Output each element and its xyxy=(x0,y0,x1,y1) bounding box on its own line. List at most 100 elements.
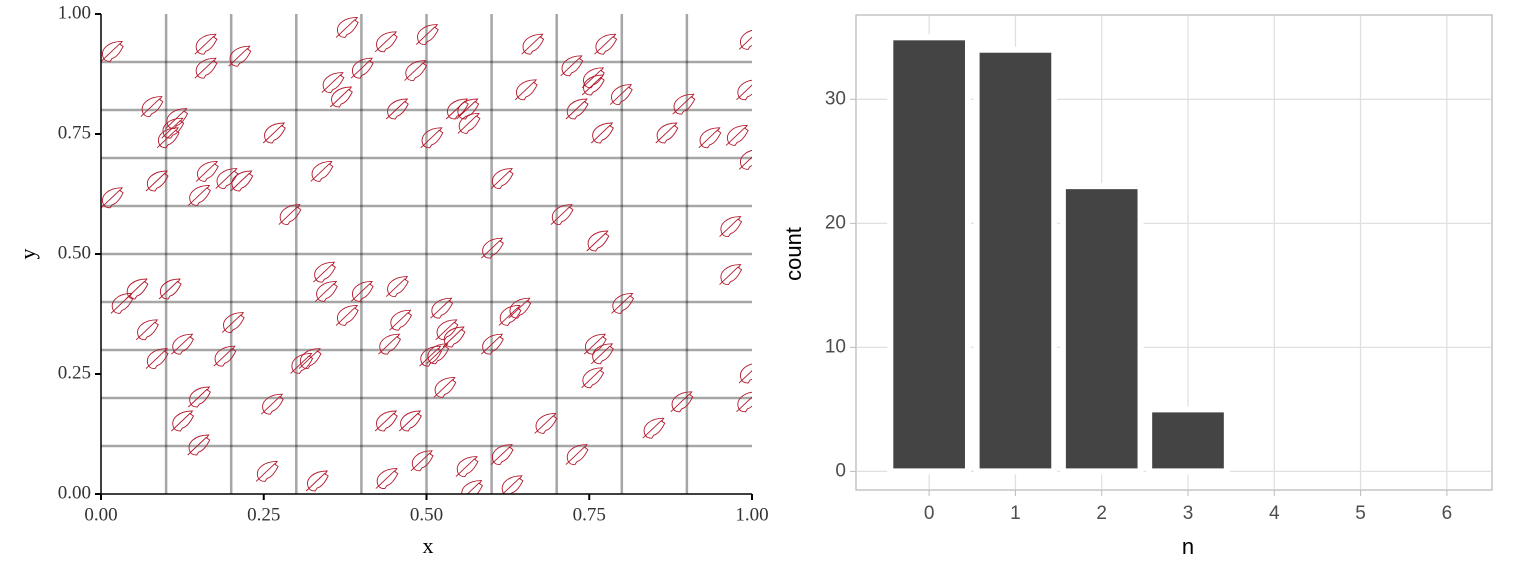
leaf-outline xyxy=(458,112,481,134)
leaf-point xyxy=(255,460,279,482)
leaf-outline xyxy=(387,98,409,120)
leaf-outline xyxy=(223,312,245,334)
leaf-point xyxy=(583,333,607,355)
leaf-outline xyxy=(456,456,479,478)
leaf-point xyxy=(420,127,444,149)
leaf-vein xyxy=(329,88,350,108)
leaf-vein xyxy=(398,412,419,432)
leaf-vein xyxy=(350,283,371,302)
leaf-vein xyxy=(385,278,406,297)
leaf-outline xyxy=(216,168,239,190)
leaf-point xyxy=(480,237,504,259)
leaf-point xyxy=(738,150,752,170)
leaf-outline xyxy=(420,345,443,367)
leaf-vein xyxy=(508,299,528,319)
leaf-point xyxy=(165,108,189,130)
leaf-point xyxy=(278,204,302,226)
leaf-point xyxy=(521,33,545,55)
bar xyxy=(887,34,971,475)
x-tick-label: 4 xyxy=(1269,503,1280,524)
leaf-outline xyxy=(740,150,752,170)
y-tick-label: 10 xyxy=(825,336,846,357)
leaf-point xyxy=(110,292,134,314)
leaf-vein xyxy=(611,295,631,314)
leaf-outline xyxy=(137,319,159,341)
leaf-vein xyxy=(719,266,739,285)
leaf-vein xyxy=(171,335,191,355)
leaf-outline xyxy=(592,122,614,144)
leaf-vein xyxy=(565,446,586,465)
leaf-point xyxy=(230,170,254,192)
leaf-point xyxy=(350,57,374,79)
leaf-outline xyxy=(400,410,422,432)
leaf-outline xyxy=(509,297,532,319)
leaf-vein xyxy=(719,218,739,237)
panel-border xyxy=(855,14,1493,491)
leaf-point xyxy=(145,348,169,370)
leaf-outline xyxy=(126,278,149,300)
leaf-vein xyxy=(378,335,398,355)
leaf-vein xyxy=(188,187,208,206)
leaf-vein xyxy=(321,74,342,93)
leaf-outline xyxy=(172,333,195,355)
leaf-point xyxy=(215,168,239,190)
y-tick-label: 20 xyxy=(825,212,846,233)
leaf-vein xyxy=(736,396,752,413)
leaf-outline xyxy=(740,30,752,50)
leaf-outline xyxy=(720,216,743,238)
leaf-point xyxy=(591,343,614,365)
leaf-vein xyxy=(171,412,191,432)
leaf-point xyxy=(321,72,345,94)
leaf-outline xyxy=(337,16,359,38)
leaf-vein xyxy=(305,472,326,492)
leaf-vein xyxy=(260,395,281,415)
leaf-point xyxy=(534,412,558,434)
leaf-vein xyxy=(158,280,179,300)
leaf-vein xyxy=(262,124,283,144)
leaf-point xyxy=(455,456,479,478)
y-tick-label: 0.50 xyxy=(58,242,91,263)
leaf-outline xyxy=(379,333,402,355)
leaf-vein xyxy=(310,163,331,182)
leaf-point xyxy=(736,391,752,413)
leaf-outline xyxy=(172,410,195,432)
leaf-outline xyxy=(551,204,574,226)
leaf-vein xyxy=(534,415,554,434)
leaf-outline xyxy=(387,276,409,298)
leaf-vein xyxy=(228,47,249,67)
leaf-point xyxy=(565,98,589,120)
leaf-vein xyxy=(586,232,607,252)
leaf-point xyxy=(642,417,666,439)
y-tick-label: 30 xyxy=(825,88,846,109)
leaf-vein xyxy=(221,314,242,333)
leaf-point xyxy=(670,391,694,413)
leaf-vein xyxy=(466,482,480,494)
leaf-vein xyxy=(161,119,181,139)
leaf-point xyxy=(389,309,413,331)
leaf-outline xyxy=(737,79,752,101)
leaf-point xyxy=(736,79,752,101)
leaf-point xyxy=(375,468,399,490)
leaf-vein xyxy=(583,335,604,355)
y-axis-title: count xyxy=(781,227,806,281)
leaf-outline xyxy=(583,67,605,89)
leaf-outline xyxy=(656,122,679,144)
leaf-vein xyxy=(385,100,406,120)
leaf-point xyxy=(313,261,336,283)
leaf-vein xyxy=(502,477,521,494)
leaf-outline xyxy=(264,122,286,144)
leaf-point xyxy=(145,170,169,192)
leaf-point xyxy=(187,434,211,456)
leaf-vein xyxy=(335,19,356,38)
leaf-point xyxy=(655,122,679,144)
y-tick-label: 0.00 xyxy=(58,482,91,503)
leaf-outline xyxy=(214,345,237,367)
leaf-vein xyxy=(738,156,752,170)
leaf-vein xyxy=(255,463,276,482)
leaf-outline xyxy=(583,74,605,96)
leaf-point xyxy=(404,60,428,82)
leaf-point xyxy=(374,410,398,432)
leaf-outline xyxy=(585,333,607,355)
leaf-point xyxy=(415,24,439,46)
leaf-outline xyxy=(436,319,459,341)
